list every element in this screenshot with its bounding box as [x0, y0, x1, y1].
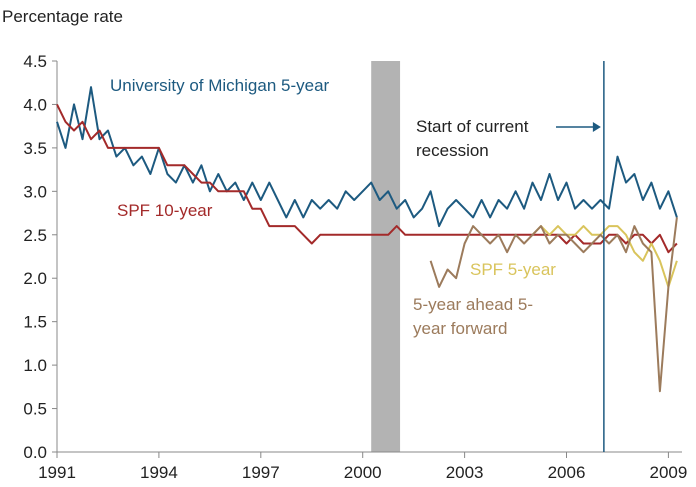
annotation: University of Michigan 5-year — [110, 76, 330, 95]
annotation: Start of current recession — [416, 117, 529, 160]
y-tick-label: 1.5 — [23, 313, 47, 332]
x-tick-label: 1997 — [242, 463, 280, 482]
x-tick-label: 1994 — [140, 463, 178, 482]
y-tick-label: 4.5 — [23, 52, 47, 71]
x-tick-label: 2003 — [446, 463, 484, 482]
y-tick-label: 4.0 — [23, 95, 47, 114]
series-line — [56, 103, 678, 254]
x-tick-label: 2006 — [548, 463, 586, 482]
recession-band — [371, 61, 401, 452]
annotation: 5-year ahead 5-year forward — [413, 295, 534, 338]
series-line — [429, 217, 678, 393]
annotation: SPF 5-year — [470, 260, 556, 279]
y-tick-label: 1.0 — [23, 356, 47, 375]
y-tick-label: 0.0 — [23, 443, 47, 462]
y-tick-label: 0.5 — [23, 400, 47, 419]
y-tick-label: 2.0 — [23, 269, 47, 288]
annotation: SPF 10-year — [117, 201, 213, 220]
y-axis-label: Percentage rate — [2, 7, 123, 26]
series-line — [531, 225, 678, 288]
x-tick-label: 2009 — [649, 463, 687, 482]
y-tick-label: 2.5 — [23, 226, 47, 245]
x-tick-label: 2000 — [344, 463, 382, 482]
annotation-arrowhead — [592, 122, 601, 132]
x-tick-label: 1991 — [38, 463, 76, 482]
y-tick-label: 3.0 — [23, 182, 47, 201]
y-tick-label: 3.5 — [23, 139, 47, 158]
